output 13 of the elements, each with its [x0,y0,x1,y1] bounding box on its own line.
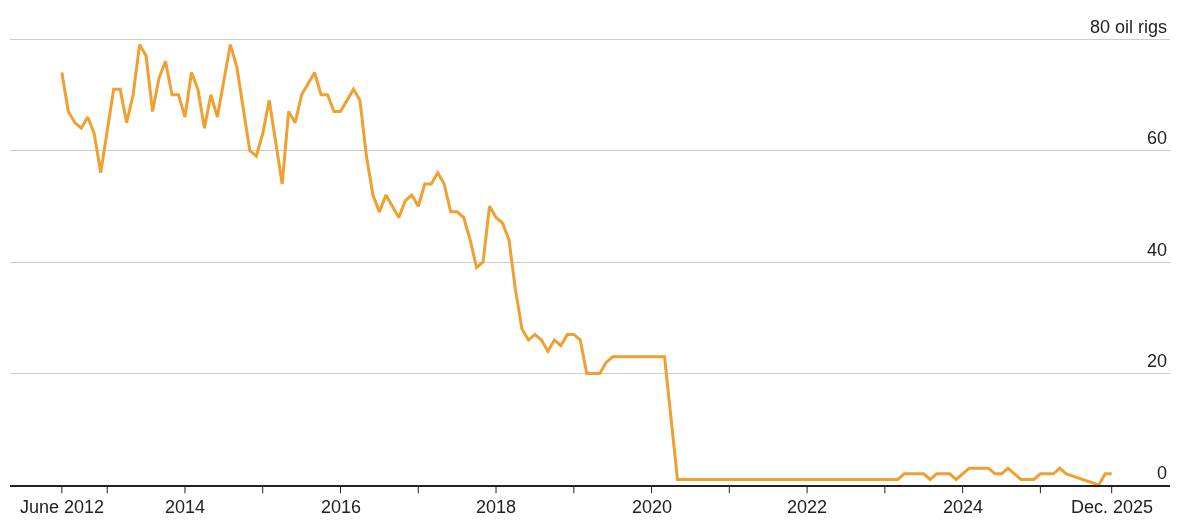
y-tick-label: 20 [1146,351,1167,372]
x-tick-label: Dec. 2025 [1071,497,1154,517]
y-tick-label: 40 [1146,239,1167,260]
y-tick-label: 0 [1156,462,1167,483]
x-tick-label: June 2012 [20,497,105,517]
x-tick-label: 2016 [321,497,362,517]
x-tick-label: 2018 [476,497,517,517]
x-tick-label: 2020 [632,497,673,517]
x-tick-label: 2014 [165,497,206,517]
x-tick-label: 2022 [787,497,828,517]
y-tick-label: 60 [1146,128,1167,149]
y-tick-label: 80 oil rigs [1089,16,1167,37]
x-tick-label: 2024 [943,497,984,517]
